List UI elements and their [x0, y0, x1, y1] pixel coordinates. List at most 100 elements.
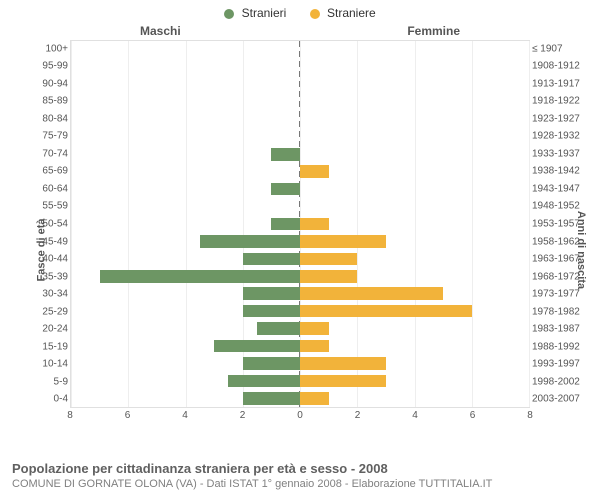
- bar-male: [271, 148, 300, 161]
- age-label: 0-4: [42, 394, 68, 405]
- row-half-male: [71, 128, 300, 145]
- x-tick-label: 6: [470, 410, 476, 421]
- row-half-male: [71, 215, 300, 232]
- grid-line: [529, 41, 530, 407]
- male-swatch: [224, 9, 234, 19]
- pyramid-row: [71, 58, 529, 75]
- row-half-female: [300, 355, 529, 372]
- age-label: 100+: [42, 43, 68, 54]
- bar-female: [300, 253, 357, 266]
- birth-year-label: 1963-1967: [532, 254, 588, 265]
- age-label: 70-74: [42, 148, 68, 159]
- x-tick-label: 0: [297, 410, 303, 421]
- x-axis: 8 6 4 2 0 2 4 6 8: [70, 408, 530, 428]
- row-half-female: [300, 320, 529, 337]
- bar-male: [100, 270, 300, 283]
- bar-male: [257, 322, 300, 335]
- birth-year-label: ≤ 1907: [532, 43, 588, 54]
- pyramid-row: [71, 337, 529, 354]
- x-tick-label: 8: [527, 410, 533, 421]
- age-label: 50-54: [42, 219, 68, 230]
- row-half-female: [300, 337, 529, 354]
- row-half-male: [71, 268, 300, 285]
- birth-year-label: 1988-1992: [532, 341, 588, 352]
- bar-female: [300, 235, 386, 248]
- legend-male-label: Stranieri: [242, 6, 287, 20]
- bar-female: [300, 322, 329, 335]
- row-half-male: [71, 58, 300, 75]
- bar-male: [228, 375, 300, 388]
- female-swatch: [310, 9, 320, 19]
- birth-year-label: 1983-1987: [532, 324, 588, 335]
- age-label: 15-19: [42, 341, 68, 352]
- row-half-male: [71, 111, 300, 128]
- pyramid-row: [71, 146, 529, 163]
- row-half-male: [71, 76, 300, 93]
- pyramid-row: [71, 320, 529, 337]
- pyramid-row: [71, 250, 529, 267]
- bar-male: [271, 183, 300, 196]
- age-label: 60-64: [42, 183, 68, 194]
- x-tick-label: 2: [240, 410, 246, 421]
- age-label: 25-29: [42, 306, 68, 317]
- legend-item-female: Straniere: [310, 6, 376, 20]
- pyramid-row: [71, 215, 529, 232]
- pyramid-row: [71, 390, 529, 407]
- row-half-male: [71, 372, 300, 389]
- x-tick-label: 6: [125, 410, 131, 421]
- pyramid-row: [71, 355, 529, 372]
- bar-female: [300, 305, 472, 318]
- x-tick-label: 8: [67, 410, 73, 421]
- birth-year-label: 1973-1977: [532, 289, 588, 300]
- bar-male: [243, 357, 300, 370]
- birth-year-label: 1968-1972: [532, 271, 588, 282]
- birth-year-label: 1928-1932: [532, 131, 588, 142]
- row-half-female: [300, 111, 529, 128]
- bar-male: [243, 253, 300, 266]
- birth-year-label: 1948-1952: [532, 201, 588, 212]
- row-half-female: [300, 93, 529, 110]
- row-half-female: [300, 372, 529, 389]
- row-half-female: [300, 302, 529, 319]
- pyramid-row: [71, 233, 529, 250]
- row-half-female: [300, 233, 529, 250]
- row-half-male: [71, 355, 300, 372]
- row-half-female: [300, 128, 529, 145]
- birth-year-label: 1943-1947: [532, 183, 588, 194]
- plot: [70, 40, 530, 408]
- bar-male: [243, 305, 300, 318]
- row-half-female: [300, 250, 529, 267]
- row-half-female: [300, 76, 529, 93]
- bar-female: [300, 270, 357, 283]
- age-label: 10-14: [42, 359, 68, 370]
- age-label: 35-39: [42, 271, 68, 282]
- age-label: 45-49: [42, 236, 68, 247]
- pyramid-row: [71, 285, 529, 302]
- birth-year-label: 1923-1927: [532, 113, 588, 124]
- age-label: 95-99: [42, 61, 68, 72]
- row-half-male: [71, 41, 300, 58]
- bar-female: [300, 165, 329, 178]
- pyramid-row: [71, 372, 529, 389]
- plot-area: 8 6 4 2 0 2 4 6 8: [70, 40, 530, 428]
- age-label: 90-94: [42, 78, 68, 89]
- birth-year-label: 1913-1917: [532, 78, 588, 89]
- x-tick-label: 4: [182, 410, 188, 421]
- x-tick-label: 2: [355, 410, 361, 421]
- birth-year-label: 1908-1912: [532, 61, 588, 72]
- pyramid-row: [71, 93, 529, 110]
- x-tick-label: 4: [412, 410, 418, 421]
- age-label: 55-59: [42, 201, 68, 212]
- birth-year-label: 1958-1962: [532, 236, 588, 247]
- row-half-male: [71, 93, 300, 110]
- row-half-female: [300, 146, 529, 163]
- age-label: 5-9: [42, 376, 68, 387]
- legend-female-label: Straniere: [327, 6, 376, 20]
- pyramid-row: [71, 198, 529, 215]
- legend: Stranieri Straniere: [0, 6, 600, 20]
- row-half-female: [300, 390, 529, 407]
- birth-year-label: 2003-2007: [532, 394, 588, 405]
- row-half-female: [300, 58, 529, 75]
- row-half-male: [71, 302, 300, 319]
- age-label: 30-34: [42, 289, 68, 300]
